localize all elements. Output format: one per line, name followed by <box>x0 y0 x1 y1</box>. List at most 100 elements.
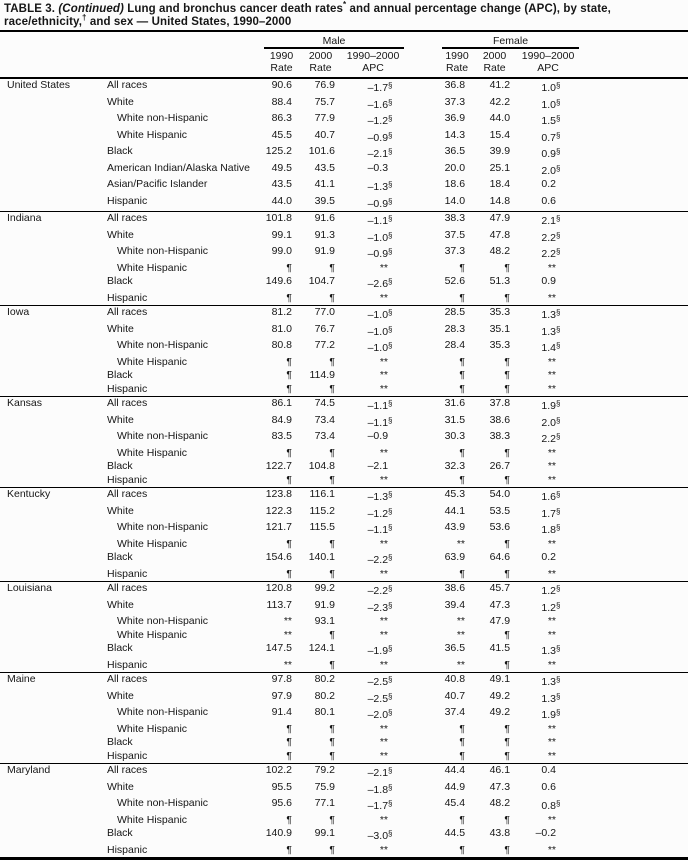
male-apc-cell: ** <box>342 750 404 764</box>
row-filler <box>579 245 688 262</box>
male-rate-1990-cell: 84.9 <box>264 414 299 431</box>
cell-value: ** <box>547 615 557 627</box>
female-apc-cell: –0.2 <box>517 827 579 844</box>
male-apc-cell: ** <box>342 383 404 397</box>
state-label-cell <box>0 814 97 828</box>
column-gap <box>404 262 442 276</box>
table-row: Iowa All races 81.2 77.0 –1.0§ 28.5 35.3 1.3§ <box>0 305 688 323</box>
female-rate-2000-cell: 14.8 <box>472 195 517 212</box>
cell-value: ¶ <box>504 628 511 641</box>
column-gap <box>404 178 442 195</box>
table-row: Black ¶ ¶ ** ¶ ¶ ** <box>0 736 688 750</box>
cell-value: 37.3 <box>444 95 466 108</box>
male-apc-cell: –1.1§ <box>342 211 405 229</box>
male-apc-cell: –2.1§ <box>342 763 405 781</box>
cell-value: 93.1 <box>314 615 335 627</box>
female-rate-2000-cell: 38.3 <box>472 430 517 447</box>
column-gap <box>404 339 442 356</box>
female-rate-2000-cell: ¶ <box>472 474 517 488</box>
female-rate-2000-cell: 49.1 <box>472 672 518 690</box>
cell-value: 39.9 <box>489 145 511 157</box>
female-rate-1990-cell: ¶ <box>442 447 472 461</box>
race-label-cell: White Hispanic <box>117 261 188 274</box>
male-rate-2000-cell: ¶ <box>299 292 342 306</box>
significance-marker: § <box>556 81 561 90</box>
female-rate-2000-cell: 47.9 <box>472 211 518 229</box>
cell-value: 121.7 <box>265 521 292 533</box>
female-rate-2000-cell: 44.0 <box>472 112 517 129</box>
table-row: Black 149.6 104.7 –2.6§ 52.6 51.3 0.9 <box>0 275 688 292</box>
male-rate-2000-cell: ¶ <box>299 814 342 828</box>
cell-value: 95.6 <box>271 797 292 809</box>
cell-value: ** <box>456 658 466 671</box>
male-rate-2000-cell: ¶ <box>299 383 342 397</box>
race-label-cell: All races <box>97 487 264 505</box>
significance-marker: § <box>556 163 561 173</box>
cell-value: 18.4 <box>489 178 511 190</box>
male-rate-2000-cell: 73.4 <box>299 414 342 431</box>
cell-value: ** <box>379 382 389 395</box>
row-filler <box>579 781 688 798</box>
cell-value: 26.7 <box>489 460 511 472</box>
column-gap <box>404 292 442 306</box>
state-label-cell <box>0 323 97 340</box>
cell-value: 80.2 <box>314 673 335 685</box>
race-label-cell: Hispanic <box>107 749 148 762</box>
male-apc-cell: –1.0§ <box>342 339 404 356</box>
state-label-cell <box>0 781 97 798</box>
female-rate-1990-cell: ¶ <box>442 736 472 750</box>
male-apc-cell: –0.3 <box>342 162 404 179</box>
male-rate-2000-cell: ¶ <box>299 736 342 750</box>
female-rate-2000-cell: 53.5 <box>472 505 517 522</box>
male-rate-2000-cell: 115.2 <box>299 505 342 522</box>
male-rate-1990-cell: 90.6 <box>264 78 299 96</box>
male-apc-cell: –2.1§ <box>342 145 404 162</box>
year-label: 2000 <box>482 50 507 62</box>
cell-value: ¶ <box>459 736 466 748</box>
cell-value: 1.6 <box>541 491 557 503</box>
male-rate-1990-cell: ¶ <box>264 568 299 582</box>
table-row: Hispanic ¶ ¶ ** ¶ ¶ ** <box>0 750 688 764</box>
row-filler <box>579 178 688 195</box>
male-rate-1990-cell: 125.2 <box>264 145 299 162</box>
table-row: White Hispanic ¶ ¶ ** ¶ ¶ ** <box>0 356 688 370</box>
male-rate-1990-cell: ¶ <box>264 262 299 276</box>
female-rate-2000-cell: 15.4 <box>472 129 517 146</box>
significance-marker: § <box>388 799 393 808</box>
female-rate-1990-cell: 44.1 <box>442 505 472 522</box>
female-rate-1990-cell: ¶ <box>442 383 472 397</box>
female-rate-2000-cell: 35.3 <box>472 305 518 323</box>
cell-value: –1.6 <box>367 98 389 111</box>
cell-value: 44.5 <box>444 827 466 839</box>
male-rate-1990-cell: ¶ <box>264 447 299 461</box>
female-apc-cell: ** <box>517 356 579 370</box>
cell-value: 45.7 <box>489 582 511 594</box>
significance-marker: § <box>388 829 393 838</box>
cell-value: ¶ <box>504 567 511 580</box>
table-row: White Hispanic 45.5 40.7 –0.9§ 14.3 15.4 0.7§ <box>0 129 688 146</box>
male-rate-2000-cell: 93.1 <box>299 615 342 629</box>
cell-value: 75.7 <box>314 95 335 108</box>
cell-value: 97.8 <box>271 673 292 685</box>
significance-marker: § <box>556 130 561 140</box>
cell-value: 0.6 <box>541 194 557 207</box>
row-filler <box>579 659 688 673</box>
cell-value: –2.1 <box>367 148 389 160</box>
state-label-cell <box>0 629 97 643</box>
female-rate-1990-cell: ¶ <box>442 262 472 276</box>
cell-value: 99.0 <box>271 245 292 257</box>
female-apc-cell: ** <box>517 369 579 383</box>
female-apc-cell: ** <box>517 460 579 474</box>
female-rate-2000-cell: 47.3 <box>472 781 517 798</box>
significance-marker: § <box>388 214 393 223</box>
race-label-cell: Asian/Pacific Islander <box>107 178 208 190</box>
cell-value: 0.4 <box>541 764 557 776</box>
cell-value: ¶ <box>504 749 511 762</box>
cell-value: 0.7 <box>541 131 557 144</box>
table-row: White Hispanic ** ¶ ** ** ¶ ** <box>0 629 688 643</box>
table-row: Hispanic ** ¶ ** ** ¶ ** <box>0 659 688 673</box>
male-rate-1990-cell: 81.2 <box>264 305 299 323</box>
female-1990-rate-header: 1990 Rate <box>442 48 473 79</box>
cell-value: ¶ <box>286 567 292 580</box>
female-rate-1990-cell: 44.5 <box>442 827 472 844</box>
